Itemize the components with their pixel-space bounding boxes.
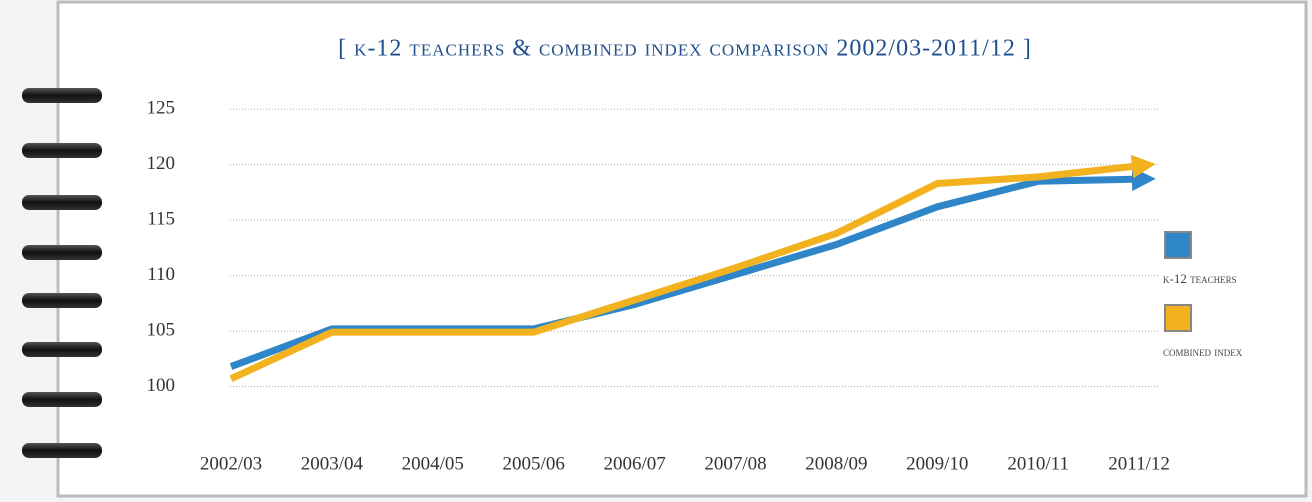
y-tick-label: 115 bbox=[147, 208, 175, 229]
x-tick-label: 2002/03 bbox=[200, 453, 262, 474]
x-tick-label: 2005/06 bbox=[503, 453, 565, 474]
x-tick-label: 2007/08 bbox=[704, 453, 766, 474]
legend-label: k-12 teachers bbox=[1163, 271, 1237, 286]
y-tick-label: 100 bbox=[147, 375, 176, 396]
y-tick-label: 125 bbox=[147, 98, 176, 119]
legend-label: combined index bbox=[1163, 344, 1243, 359]
x-tick-label: 2006/07 bbox=[603, 453, 665, 474]
x-tick-label: 2010/11 bbox=[1007, 453, 1069, 474]
chart-title: [ k-12 teachers & combined index compari… bbox=[338, 36, 1032, 62]
x-tick-label: 2011/12 bbox=[1108, 453, 1170, 474]
x-tick-label: 2008/09 bbox=[805, 453, 867, 474]
chart: [ k-12 teachers & combined index compari… bbox=[0, 0, 1312, 502]
x-tick-label: 2009/10 bbox=[906, 453, 968, 474]
x-tick-label: 2003/04 bbox=[301, 453, 364, 474]
y-tick-label: 120 bbox=[147, 153, 176, 174]
legend-swatch bbox=[1165, 305, 1191, 331]
x-tick-label: 2004/05 bbox=[402, 453, 464, 474]
legend-swatch bbox=[1165, 232, 1191, 258]
paper bbox=[58, 2, 1306, 496]
y-tick-label: 110 bbox=[147, 264, 175, 285]
y-tick-label: 105 bbox=[147, 319, 176, 340]
